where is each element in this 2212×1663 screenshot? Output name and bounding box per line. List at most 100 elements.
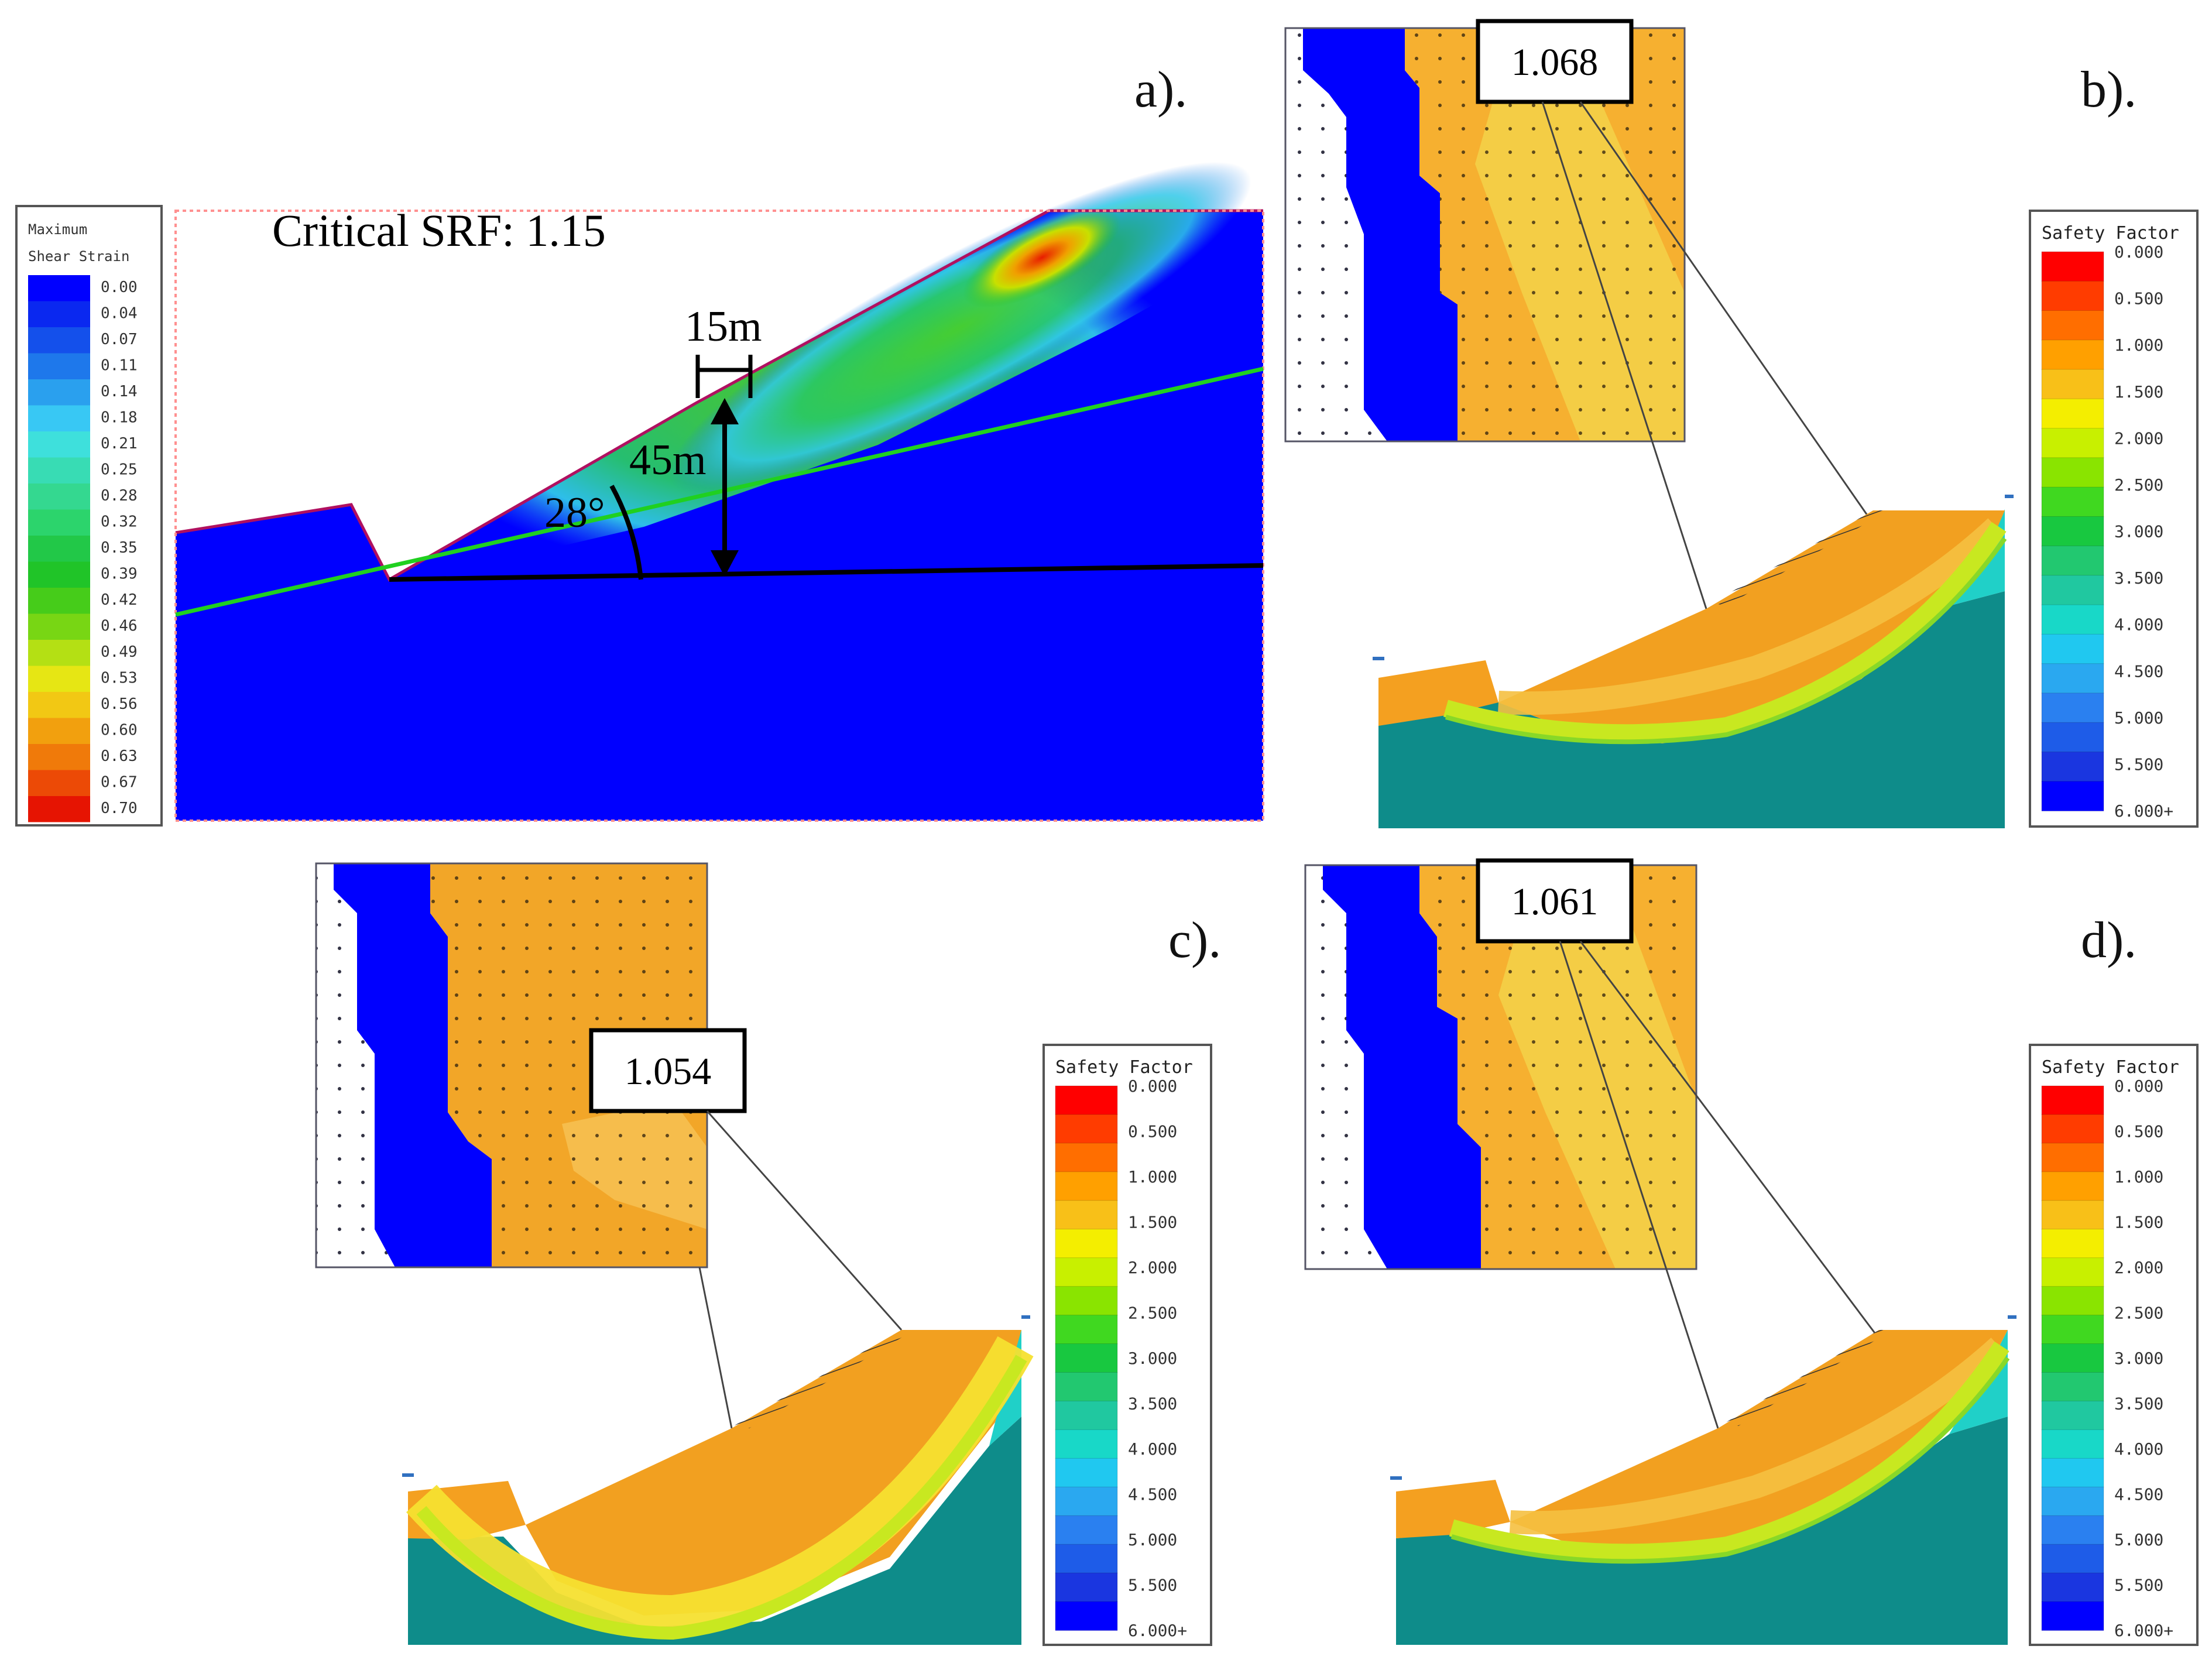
legend-swatch xyxy=(28,484,90,510)
legend-value: 0.60 xyxy=(101,721,138,739)
legend-value: 1.000 xyxy=(2114,335,2163,355)
legend-value: 3.000 xyxy=(2114,522,2163,541)
legend-value: 2.000 xyxy=(1128,1258,1177,1277)
legend-swatch xyxy=(1055,1458,1118,1488)
legend-value: 0.53 xyxy=(101,669,138,687)
legend-swatch xyxy=(28,431,90,458)
legend-value: 2.500 xyxy=(2114,475,2163,495)
legend-value: 0.63 xyxy=(101,748,138,765)
legend-value: 5.500 xyxy=(1128,1576,1177,1595)
legend-value: 5.000 xyxy=(2114,1530,2163,1549)
panel-b: 1.068 Safety Factor 0.000 0.500 1.000 1.500… xyxy=(1284,19,2199,828)
legend-swatch xyxy=(2041,1458,2104,1488)
legend-swatch xyxy=(2041,251,2104,282)
legend-value: 0.42 xyxy=(101,591,138,609)
legend-swatch xyxy=(1055,1544,1118,1574)
legend-swatch xyxy=(2041,604,2104,635)
legend-swatch xyxy=(28,405,90,431)
legend-value: 1.500 xyxy=(2114,1213,2163,1232)
legend-swatch xyxy=(2041,340,2104,371)
legend-swatch xyxy=(1055,1085,1118,1115)
legend-swatch xyxy=(2041,1114,2104,1144)
safety-factor-legend-d: Safety Factor 0.000 0.500 1.000 1.500 2.000 2… xyxy=(2029,1044,2199,1646)
legend-value: 1.000 xyxy=(2114,1167,2163,1187)
legend-swatch xyxy=(2041,1229,2104,1259)
legend-swatch xyxy=(1055,1371,1118,1402)
legend-value: 0.25 xyxy=(101,461,138,478)
safety-factor-legend-c: Safety Factor 0.000 0.500 1.000 1.500 2.000 2… xyxy=(1042,1044,1212,1646)
legend-swatch xyxy=(2041,663,2104,694)
legend-value: 0.04 xyxy=(101,304,138,322)
legend-swatch xyxy=(2041,1200,2104,1230)
legend-value: 1.500 xyxy=(2114,382,2163,402)
legend-value: 0.500 xyxy=(1128,1122,1177,1141)
legend-value: 0.67 xyxy=(101,773,138,791)
legend-swatch xyxy=(2041,516,2104,547)
legend-value: 6.000+ xyxy=(1128,1621,1187,1640)
legend-swatch xyxy=(2041,781,2104,811)
legend-swatch xyxy=(2041,1544,2104,1574)
legend-title-b: Safety Factor xyxy=(2042,223,2179,244)
legend-value: 0.35 xyxy=(101,539,138,557)
legend-swatch xyxy=(1055,1601,1118,1631)
legend-swatch xyxy=(2041,1371,2104,1402)
legend-value: 3.500 xyxy=(1128,1394,1177,1414)
legend-swatch xyxy=(2041,369,2104,400)
panel-label-b: b). xyxy=(2081,61,2136,118)
factor-box-c xyxy=(589,1028,747,1113)
legend-swatch xyxy=(1055,1572,1118,1603)
legend-swatch xyxy=(2041,1400,2104,1431)
legend-swatch xyxy=(1055,1257,1118,1287)
legend-value: 4.000 xyxy=(2114,1439,2163,1459)
dim-width-label: 15m xyxy=(685,303,762,351)
legend-value: 1.000 xyxy=(1128,1167,1177,1187)
legend-swatch xyxy=(2041,1601,2104,1631)
legend-swatch xyxy=(28,666,90,692)
legend-value: 0.56 xyxy=(101,695,138,713)
legend-swatch xyxy=(2041,1343,2104,1373)
legend-value: 0.000 xyxy=(1128,1076,1177,1096)
legend-swatch xyxy=(28,692,90,718)
legend-swatches-b: 0.000 0.500 1.000 1.500 2.000 2.500 3.000 3.500… xyxy=(2041,242,2173,821)
legend-value: 3.000 xyxy=(2114,1349,2163,1368)
legend-swatch xyxy=(2041,1257,2104,1287)
legend-value: 2.500 xyxy=(1128,1304,1177,1323)
legend-swatch xyxy=(2041,1515,2104,1545)
legend-swatch xyxy=(28,640,90,666)
legend-swatch xyxy=(2041,486,2104,517)
legend-swatches: 0.00 0.04 0.07 0.11 0.14 0.18 0.21 0.25 0.28 0.32… xyxy=(28,275,138,822)
legend-value: 3.000 xyxy=(1128,1349,1177,1368)
safety-factor-legend-b: Safety Factor 0.000 0.500 1.000 1.500 2.000 2… xyxy=(2029,210,2199,828)
legend-swatch xyxy=(1055,1171,1118,1201)
legend-value: 4.000 xyxy=(1128,1439,1177,1459)
shear-strain-legend: Maximum Shear Strain 0.00 0.04 0.07 0.11 0.1… xyxy=(15,205,163,827)
legend-value: 0.000 xyxy=(2114,242,2163,262)
legend-swatch xyxy=(1055,1286,1118,1316)
legend-swatch xyxy=(2041,546,2104,576)
critical-srf-label: Critical SRF: 1.15 xyxy=(272,205,606,256)
panel-label-c: c). xyxy=(1168,912,1221,969)
factor-box-b xyxy=(1476,19,1634,104)
legend-value: 1.500 xyxy=(1128,1213,1177,1232)
legend-value: 5.500 xyxy=(2114,755,2163,774)
legend-value: 0.70 xyxy=(101,800,138,817)
legend-swatch xyxy=(28,509,90,536)
slope-model-d xyxy=(1390,1315,2016,1645)
legend-swatch xyxy=(28,536,90,562)
legend-swatch xyxy=(2041,1171,2104,1201)
legend-swatch xyxy=(2041,575,2104,606)
slope-model-c xyxy=(402,1315,1034,1645)
panel-c: 1.054 Safety Factor 0.000 0.500 1.000 1.500… xyxy=(315,862,1221,1646)
legend-value: 0.18 xyxy=(101,409,138,426)
legend-value: 4.500 xyxy=(2114,1485,2163,1504)
legend-swatch xyxy=(2041,751,2104,782)
legend-swatch xyxy=(28,275,90,301)
legend-swatch xyxy=(28,588,90,614)
legend-title-line2: Shear Strain xyxy=(28,248,129,265)
angle-label: 28° xyxy=(544,489,605,537)
legend-swatch xyxy=(2041,633,2104,664)
legend-swatch xyxy=(2041,1486,2104,1517)
legend-value: 0.21 xyxy=(101,435,138,452)
legend-value: 3.500 xyxy=(2114,568,2163,588)
legend-value: 4.500 xyxy=(2114,661,2163,681)
